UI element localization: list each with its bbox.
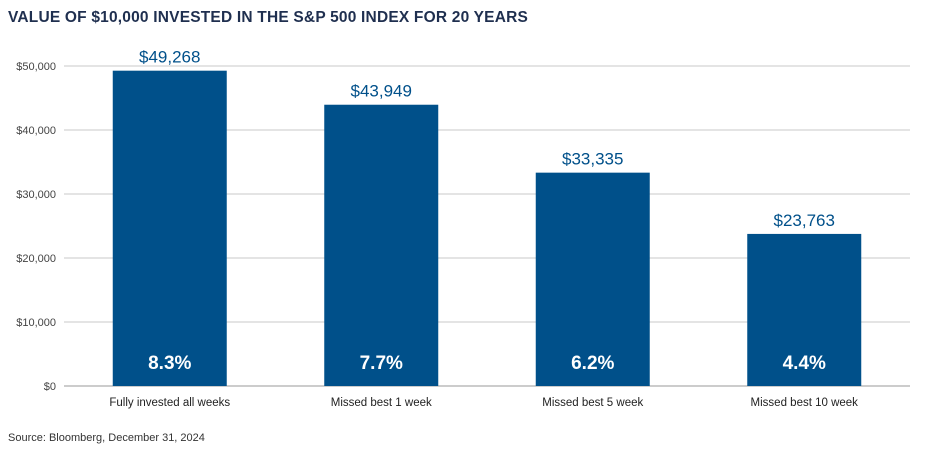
x-category-label: Fully invested all weeks xyxy=(109,397,230,409)
y-tick-label: $0 xyxy=(44,381,56,393)
bar xyxy=(747,233,862,386)
bars: $49,268 8.3% $43,949 7.7% $33,335 6.2% $23,763… xyxy=(112,48,862,386)
y-tick-label: $40,000 xyxy=(16,125,56,137)
bar-return-label: 7.7% xyxy=(360,353,403,374)
bar-value-label: $43,949 xyxy=(351,82,412,101)
bar-value-label: $33,335 xyxy=(562,150,623,169)
x-category-label: Missed best 1 week xyxy=(331,397,432,409)
bar-value-label: $23,763 xyxy=(774,211,835,230)
x-category-label: Missed best 5 week xyxy=(542,397,643,409)
x-category-label: Missed best 10 week xyxy=(751,397,859,409)
bar xyxy=(324,104,439,386)
bar-return-label: 4.4% xyxy=(783,353,826,374)
bar-return-label: 6.2% xyxy=(571,353,614,374)
bar-value-label: $49,268 xyxy=(139,48,200,67)
y-tick-label: $50,000 xyxy=(16,61,56,73)
y-axis-ticks: $0 $10,000 $20,000 $30,000 $40,000 $50,000 xyxy=(16,61,56,393)
bar xyxy=(112,70,227,386)
y-tick-label: $20,000 xyxy=(16,253,56,265)
y-tick-label: $10,000 xyxy=(16,317,56,329)
bar xyxy=(535,172,650,386)
y-tick-label: $30,000 xyxy=(16,189,56,201)
chart-title: VALUE OF $10,000 INVESTED IN THE S&P 500… xyxy=(8,9,529,26)
bar-return-label: 8.3% xyxy=(148,353,191,374)
source-note: Source: Bloomberg, December 31, 2024 xyxy=(8,432,205,444)
x-axis-categories: Fully invested all weeks Missed best 1 we… xyxy=(109,397,858,409)
